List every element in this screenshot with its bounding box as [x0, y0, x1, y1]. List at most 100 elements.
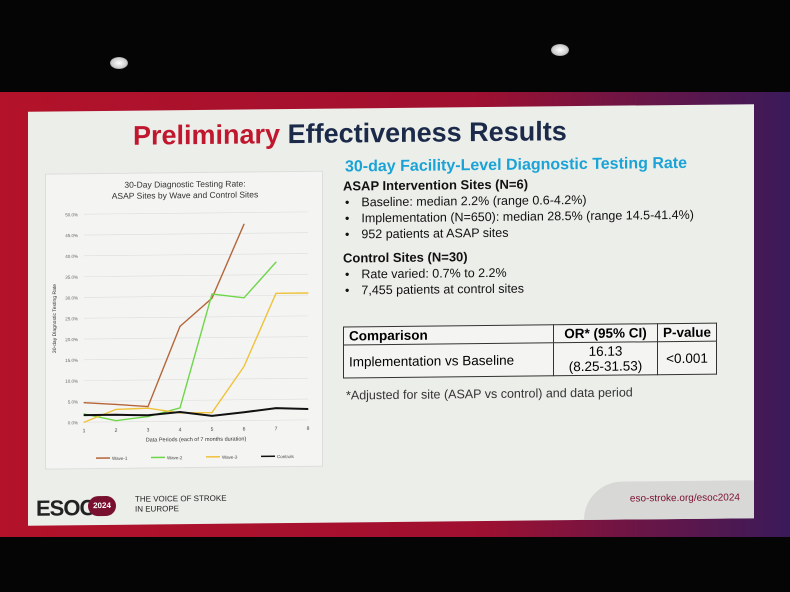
title-highlight: Preliminary — [133, 119, 281, 151]
table-row: Implementation vs Baseline 16.13 (8.25-31… — [343, 341, 717, 378]
ceiling-light — [110, 57, 128, 69]
data-point — [211, 411, 213, 414]
data-point — [83, 414, 85, 416]
tagline: THE VOICE OF STROKE IN EUROPE — [135, 494, 245, 515]
chart-title: 30-Day Diagnostic Testing Rate: — [124, 179, 245, 190]
legend-label: Wave-2 — [167, 455, 183, 460]
tagline-line: IN EUROPE — [135, 504, 180, 514]
gridline — [84, 211, 308, 215]
series-line-wave-3 — [83, 292, 308, 423]
gridline — [84, 398, 308, 402]
asap-heading: ASAP Intervention Sites (N=6) — [343, 176, 529, 194]
data-point — [147, 414, 149, 416]
data-point — [275, 407, 277, 409]
control-bullet: 7,455 patients at control sites — [345, 279, 743, 298]
x-tick-label: 8 — [307, 426, 310, 432]
table-cell: 16.13 (8.25-31.53) — [553, 341, 658, 376]
y-tick-label: 15.0% — [65, 358, 78, 363]
title-rest: Effectiveness Results — [287, 116, 567, 150]
data-point — [275, 292, 277, 294]
data-point — [115, 403, 117, 406]
data-point — [115, 420, 117, 422]
esoc-logo: ESOC — [36, 495, 95, 521]
gridline — [84, 273, 308, 277]
gridline — [84, 294, 308, 298]
data-point — [243, 411, 245, 413]
line-chart: 30-Day Diagnostic Testing Rate:ASAP Site… — [52, 179, 310, 461]
data-point — [307, 292, 309, 294]
series-line-wave-1 — [83, 223, 245, 408]
y-tick-label: 5.0% — [68, 399, 78, 404]
data-point — [147, 405, 149, 408]
legend-label: Wave-3 — [222, 455, 238, 460]
x-tick-label: 4 — [179, 427, 182, 433]
table-cell: <0.001 — [657, 341, 717, 375]
x-tick-label: 6 — [243, 427, 246, 433]
y-tick-label: 45.0% — [65, 233, 78, 238]
x-tick-label: 1 — [83, 428, 86, 434]
asap-bullet: 952 patients at ASAP sites — [345, 223, 743, 242]
y-tick-label: 10.0% — [65, 379, 78, 384]
y-tick-label: 35.0% — [65, 275, 78, 280]
chart-subtitle: ASAP Sites by Wave and Control Sites — [112, 189, 258, 201]
gridline — [84, 336, 308, 340]
data-point — [115, 408, 117, 410]
or-value: 16.13 — [588, 343, 623, 359]
footnote: *Adjusted for site (ASAP vs control) and… — [346, 385, 633, 403]
legend-label: Controls — [277, 454, 295, 459]
data-point — [83, 421, 85, 423]
x-tick-label: 2 — [115, 428, 118, 434]
asap-bullet: Baseline: median 2.2% (range 0.6-4.2%) — [345, 191, 743, 209]
legend-label: Wave-1 — [112, 456, 128, 461]
x-tick-label: 7 — [275, 426, 278, 432]
y-tick-label: 25.0% — [65, 316, 78, 321]
header-cell: Comparison — [343, 324, 554, 345]
x-axis-label: Data Periods (each of 7 months duration) — [146, 437, 247, 444]
y-tick-label: 50.0% — [65, 212, 78, 217]
slide-footer: ESOC 2024 THE VOICE OF STROKE IN EUROPE e… — [28, 480, 754, 526]
gridline — [84, 357, 308, 361]
slide-title: Preliminary Effectiveness Results — [133, 116, 567, 152]
data-point — [211, 293, 213, 295]
results-table: Comparison OR* (95% CI) P-value Implemen… — [343, 322, 718, 379]
data-point — [243, 297, 245, 299]
ci-value: (8.25-31.53) — [568, 358, 643, 375]
data-point — [243, 223, 245, 225]
data-point — [243, 365, 245, 368]
data-point — [307, 408, 309, 410]
table-cell: Implementation vs Baseline — [343, 342, 554, 378]
results-text: 30-day Facility-Level Diagnostic Testing… — [343, 154, 743, 297]
data-point — [83, 402, 85, 404]
data-point — [115, 414, 117, 416]
gridline — [84, 315, 308, 319]
gridline — [84, 419, 308, 423]
data-point — [179, 407, 181, 409]
data-point — [275, 261, 277, 263]
control-bullet: Rate varied: 0.7% to 2.2% — [345, 263, 743, 282]
chart-panel: 30-Day Diagnostic Testing Rate: ASAP Site… — [45, 170, 323, 470]
series-line-controls — [84, 407, 309, 417]
y-tick-label: 30.0% — [65, 295, 78, 300]
gridline — [84, 377, 308, 381]
control-heading: Control Sites (N=30) — [343, 249, 468, 266]
data-point — [147, 407, 149, 409]
slide: Preliminary Effectiveness Results 30-Day… — [28, 104, 754, 526]
asap-bullet: Implementation (N=650): median 28.5% (ra… — [345, 207, 743, 225]
header-cell: OR* (95% CI) — [553, 323, 658, 343]
y-tick-label: 0.0% — [68, 420, 78, 425]
data-point — [211, 415, 213, 417]
x-tick-label: 5 — [211, 427, 214, 433]
section-title: 30-day Facility-Level Diagnostic Testing… — [345, 154, 688, 176]
footer-url: eso-stroke.org/esoc2024 — [629, 492, 740, 505]
ceiling-light — [551, 44, 569, 56]
series-line-wave-2 — [83, 261, 277, 422]
y-axis-label: 30-day Diagnostic Testing Rate — [52, 284, 58, 353]
header-cell: P-value — [657, 323, 717, 342]
y-tick-label: 40.0% — [65, 254, 78, 259]
y-tick-label: 20.0% — [65, 337, 78, 342]
gridline — [84, 232, 308, 236]
data-point — [211, 297, 213, 299]
x-tick-label: 3 — [147, 428, 150, 434]
year-badge: 2024 — [88, 495, 116, 517]
gridline — [84, 253, 308, 257]
